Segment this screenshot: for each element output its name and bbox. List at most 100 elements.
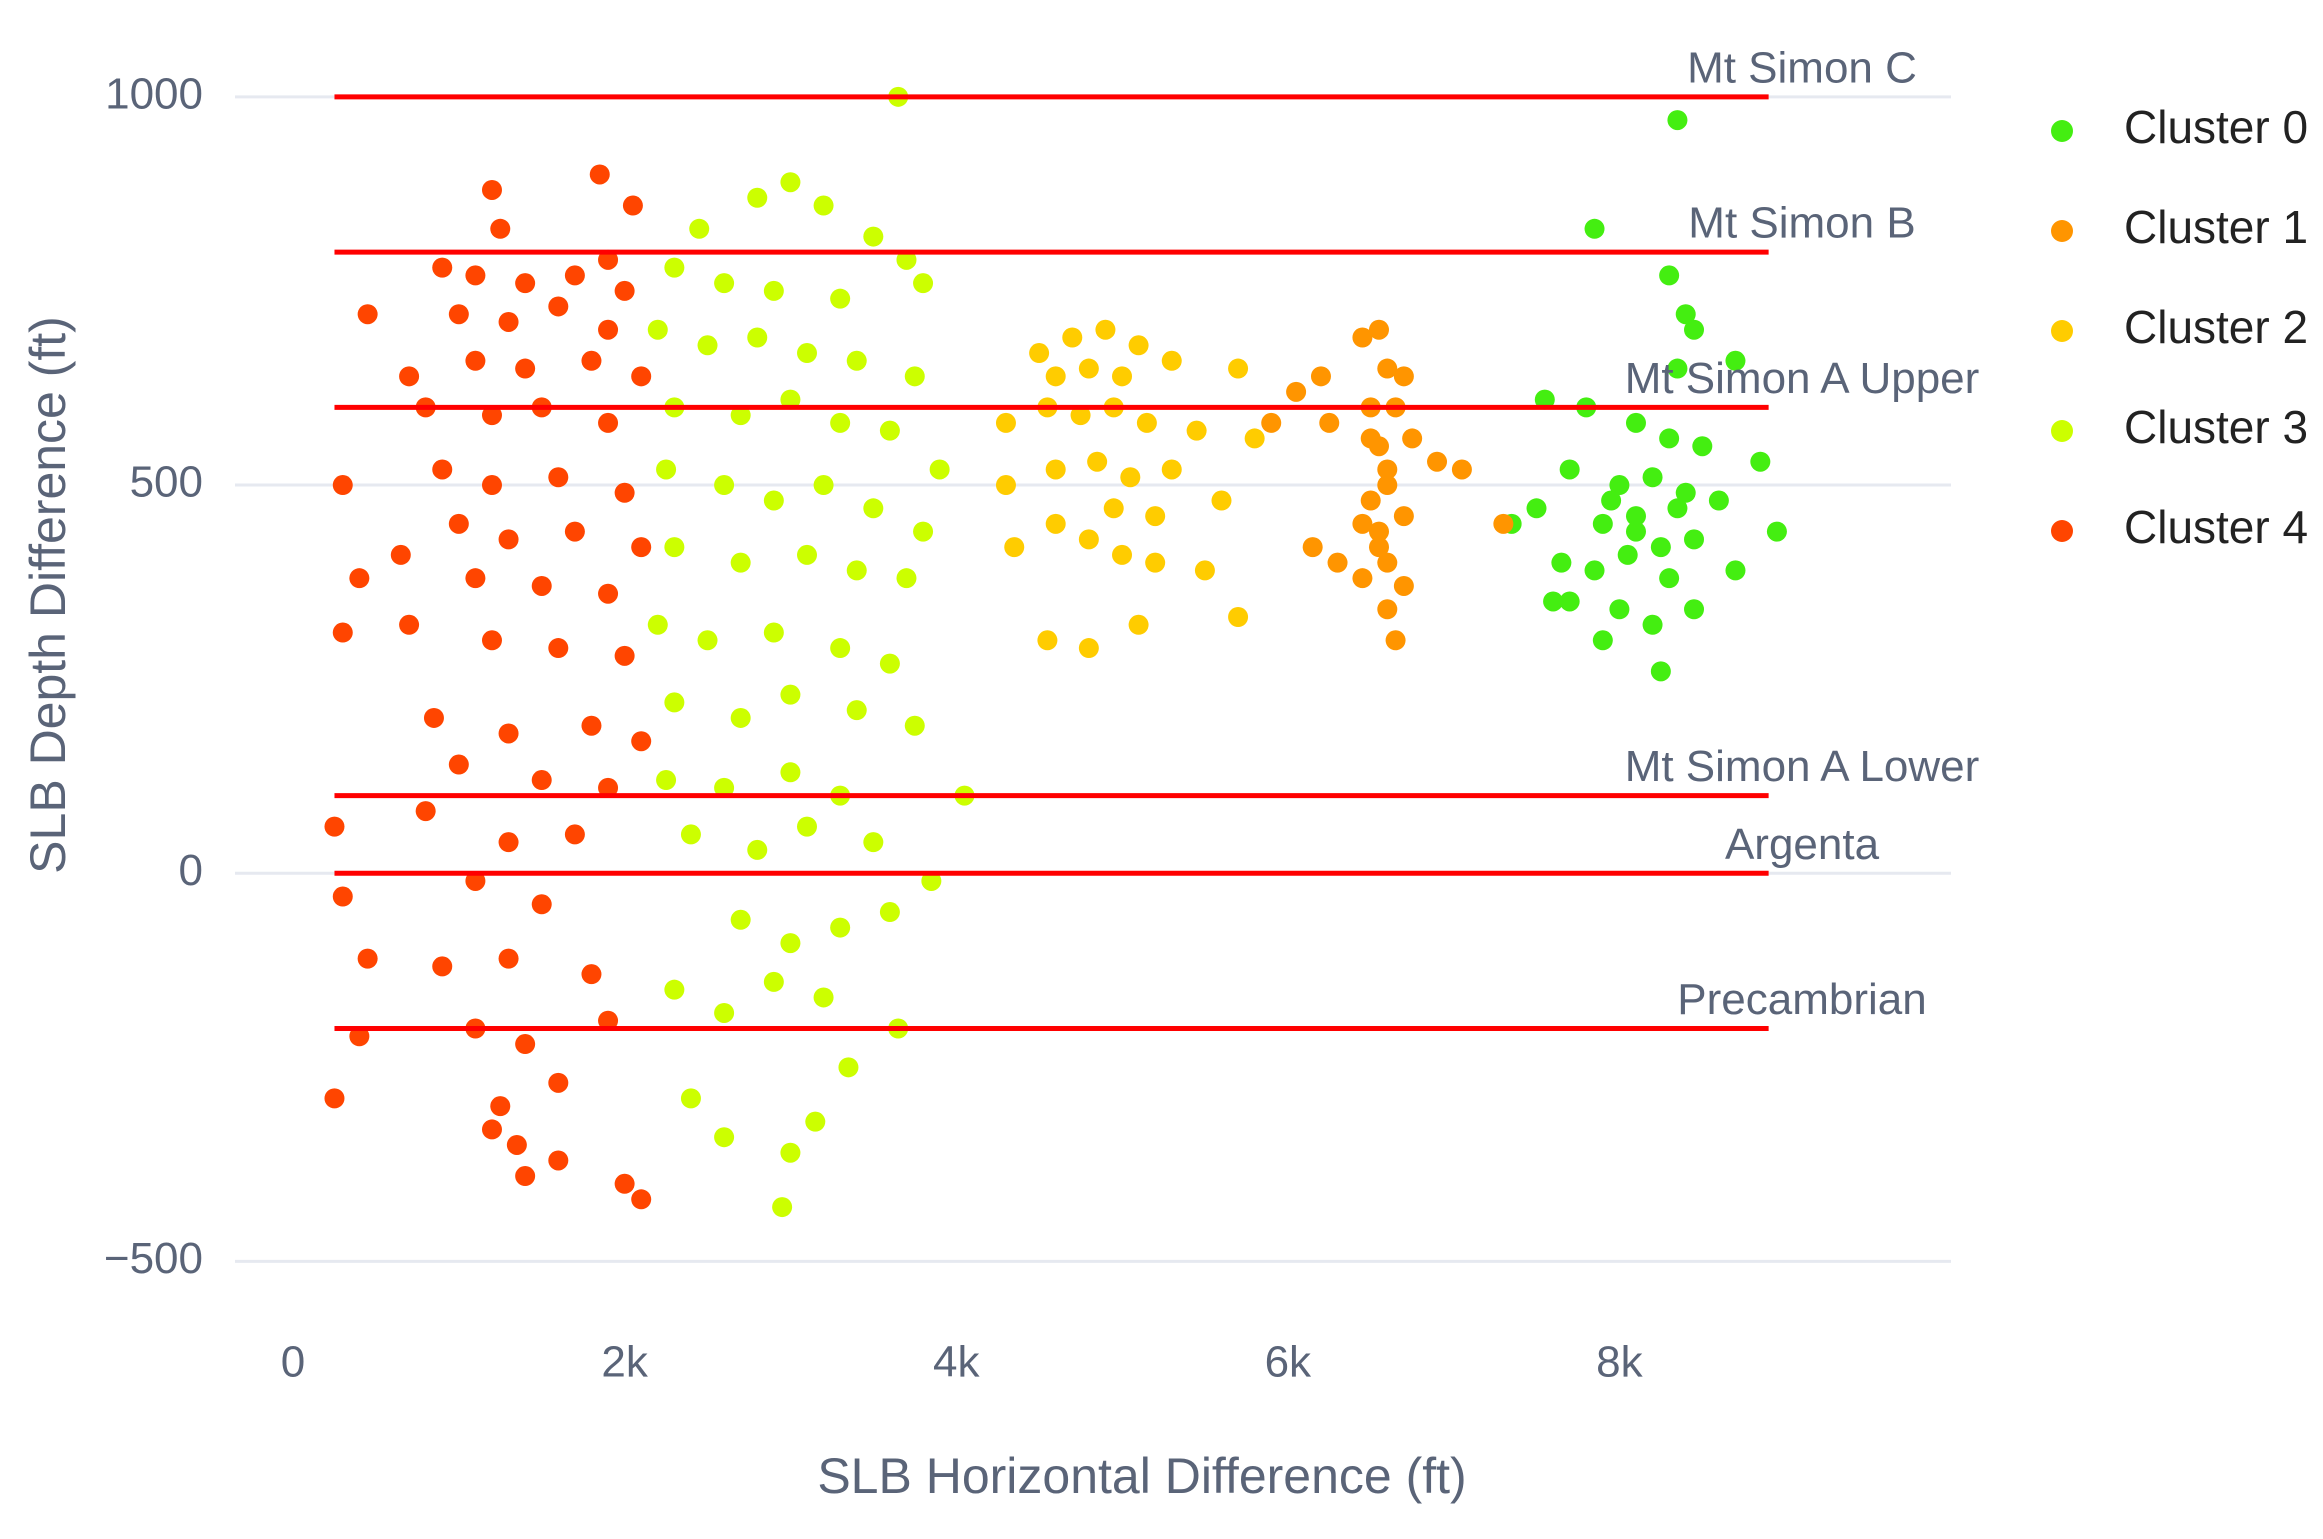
- point: [498, 948, 519, 969]
- point: [515, 273, 536, 294]
- point: [1377, 475, 1398, 496]
- point: [448, 513, 469, 534]
- legend-marker: [2051, 320, 2073, 342]
- point: [399, 614, 420, 635]
- point: [797, 343, 817, 364]
- point: [531, 894, 552, 915]
- point: [498, 723, 519, 744]
- point: [631, 1189, 652, 1210]
- point: [772, 1197, 793, 1218]
- point: [1062, 327, 1083, 348]
- point: [1211, 490, 1232, 511]
- point: [531, 575, 552, 596]
- point: [1352, 568, 1373, 589]
- point: [656, 459, 677, 480]
- point: [465, 870, 486, 891]
- point: [1427, 451, 1448, 472]
- point: [349, 568, 370, 589]
- point: [465, 568, 486, 589]
- point: [714, 1127, 735, 1148]
- point: [1194, 560, 1215, 581]
- point: [1112, 366, 1133, 387]
- point: [481, 179, 502, 200]
- point: [813, 195, 834, 216]
- point: [498, 832, 519, 853]
- point: [1029, 343, 1050, 364]
- point: [1120, 467, 1141, 488]
- point: [390, 544, 411, 565]
- point: [1045, 366, 1066, 387]
- point: [1045, 459, 1066, 480]
- point: [465, 265, 486, 286]
- point: [1103, 498, 1124, 519]
- point: [747, 839, 768, 860]
- point: [614, 1173, 635, 1194]
- legend-label: Cluster 2: [2124, 301, 2308, 353]
- point: [797, 816, 817, 837]
- point: [896, 568, 917, 589]
- legend-label: Cluster 1: [2124, 201, 2308, 253]
- point: [664, 692, 685, 713]
- point: [1675, 482, 1696, 503]
- point: [622, 195, 643, 216]
- point: [730, 405, 751, 426]
- point: [1385, 630, 1406, 651]
- point: [581, 964, 602, 985]
- point: [813, 475, 834, 496]
- point: [1369, 319, 1389, 340]
- point: [913, 273, 934, 294]
- point: [432, 257, 453, 278]
- point: [1393, 366, 1414, 387]
- point: [1559, 459, 1580, 480]
- point: [1451, 459, 1472, 480]
- point: [1625, 521, 1646, 542]
- point: [747, 187, 768, 208]
- point: [515, 1034, 536, 1055]
- point: [1228, 607, 1249, 628]
- point: [349, 1026, 370, 1047]
- point: [631, 731, 652, 752]
- point: [830, 917, 851, 938]
- point: [448, 304, 469, 325]
- point: [896, 249, 917, 270]
- point: [830, 412, 851, 433]
- point: [995, 412, 1016, 433]
- point: [498, 529, 519, 550]
- point: [697, 630, 718, 651]
- point: [846, 350, 867, 371]
- point: [1244, 428, 1265, 449]
- formation-label: Mt Simon B: [1688, 199, 1915, 248]
- point: [913, 521, 934, 542]
- point: [863, 832, 884, 853]
- point: [763, 622, 784, 643]
- point: [1592, 513, 1613, 534]
- point: [548, 638, 569, 659]
- point: [1136, 412, 1157, 433]
- point: [879, 653, 900, 674]
- point: [1070, 405, 1091, 426]
- point: [1551, 552, 1572, 573]
- point: [1667, 110, 1688, 131]
- point: [780, 389, 801, 410]
- point: [1377, 459, 1398, 480]
- point: [399, 366, 420, 387]
- legend-label: Cluster 0: [2124, 101, 2308, 153]
- legend-marker: [2051, 520, 2073, 542]
- point: [1534, 389, 1555, 410]
- point: [1601, 490, 1622, 511]
- point: [1642, 467, 1663, 488]
- legend-marker: [2051, 220, 2073, 242]
- point: [432, 459, 453, 480]
- point: [1128, 335, 1149, 356]
- point: [1393, 506, 1414, 527]
- point: [448, 754, 469, 775]
- point: [481, 630, 502, 651]
- formation-label: Mt Simon A Lower: [1625, 742, 1980, 791]
- point: [506, 1134, 527, 1155]
- point: [730, 552, 751, 573]
- point: [432, 956, 453, 977]
- point: [1078, 638, 1099, 659]
- point: [1352, 327, 1373, 348]
- point: [863, 226, 884, 247]
